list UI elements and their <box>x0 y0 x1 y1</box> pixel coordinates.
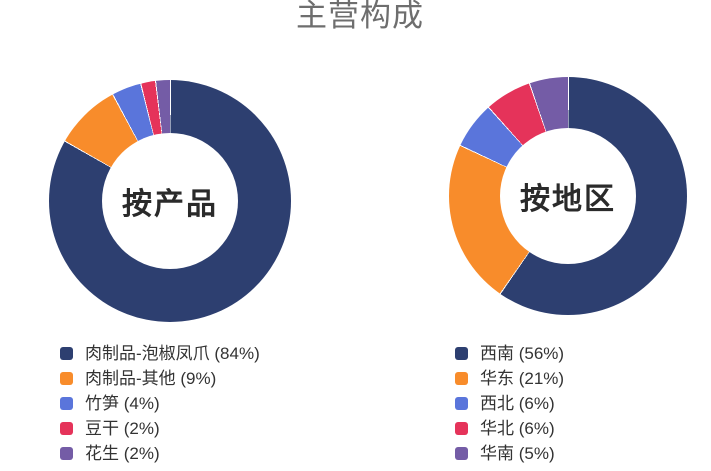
legend-swatch <box>60 422 73 435</box>
legend-item[interactable]: 西北 (6%) <box>455 391 564 416</box>
legend-item[interactable]: 肉制品-其他 (9%) <box>60 366 260 391</box>
donut-by-region[interactable]: 按地区 <box>449 77 687 315</box>
legend-swatch <box>60 347 73 360</box>
legend-label: 华南 (5%) <box>480 444 555 463</box>
legend-item[interactable]: 华北 (6%) <box>455 416 564 441</box>
legend-label: 华北 (6%) <box>480 419 555 438</box>
legend-label: 西南 (56%) <box>480 344 565 363</box>
legend-label: 竹笋 (4%) <box>85 394 160 413</box>
chart-title: 主营构成 <box>296 0 424 33</box>
legend-item[interactable]: 肉制品-泡椒凤爪 (84%) <box>60 341 260 366</box>
legend-label: 花生 (2%) <box>85 444 160 463</box>
legend-swatch <box>455 397 468 410</box>
donut-by-product[interactable]: 按产品 <box>49 80 291 322</box>
legend-swatch <box>60 397 73 410</box>
donut-hole: 按地区 <box>500 128 636 264</box>
legend-item[interactable]: 竹笋 (4%) <box>60 391 260 416</box>
legend-label: 豆干 (2%) <box>85 419 160 438</box>
legend-label: 华东 (21%) <box>480 369 565 388</box>
legend-swatch <box>60 372 73 385</box>
legend-swatch <box>455 372 468 385</box>
donut-center-label: 按地区 <box>520 183 616 216</box>
donut-center-label: 按产品 <box>122 188 218 221</box>
donut-hole: 按产品 <box>102 133 238 269</box>
legend-swatch <box>455 447 468 460</box>
legend-swatch <box>60 447 73 460</box>
legend-item[interactable]: 华东 (21%) <box>455 366 564 391</box>
legend-item[interactable]: 花生 (2%) <box>60 441 260 466</box>
legend-by-region: 西南 (56%) 华东 (21%) 西北 (6%) 华北 (6%) 华南 (5%) <box>455 341 564 466</box>
legend-label: 西北 (6%) <box>480 394 555 413</box>
legend-item[interactable]: 西南 (56%) <box>455 341 564 366</box>
legend-item[interactable]: 华南 (5%) <box>455 441 564 466</box>
legend-label: 肉制品-其他 (9%) <box>85 369 217 388</box>
legend-swatch <box>455 347 468 360</box>
legend-label: 肉制品-泡椒凤爪 (84%) <box>85 344 260 363</box>
legend-swatch <box>455 422 468 435</box>
legend-by-product: 肉制品-泡椒凤爪 (84%) 肉制品-其他 (9%) 竹笋 (4%) 豆干 (2%) 花… <box>60 341 260 466</box>
legend-item[interactable]: 豆干 (2%) <box>60 416 260 441</box>
